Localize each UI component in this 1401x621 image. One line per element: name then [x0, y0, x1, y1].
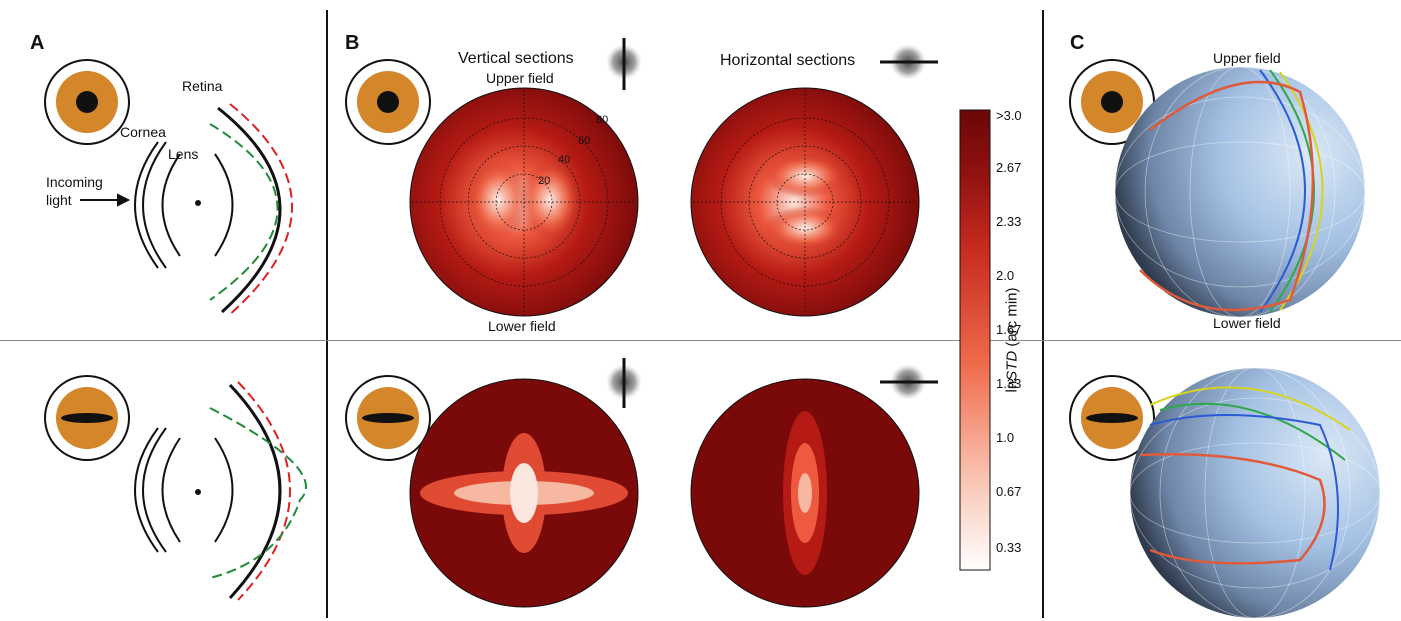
sphere-top [1114, 66, 1366, 318]
ecc-label-60: 60 [578, 135, 591, 147]
row-divider [0, 340, 1401, 341]
label-lens: Lens [168, 146, 199, 162]
eye-icon-slit-pupil-b-bottom [345, 375, 431, 461]
colorbar-tick-1: 2.67 [996, 160, 1022, 175]
eye-icon-round-pupil-b-top [345, 59, 431, 145]
colorbar-tick-4: 1.67 [996, 322, 1022, 337]
eye-icon-slit-pupil-a-bottom [44, 375, 130, 461]
colorbar-tick-8: 0.33 [996, 540, 1022, 555]
label-upper-field-c: Upper field [1213, 50, 1281, 66]
label-retina: Retina [182, 78, 223, 94]
panel-label-b: B [345, 32, 360, 54]
heatmap-vertical-top [409, 87, 639, 317]
label-lower-field-c: Lower field [1213, 315, 1281, 331]
colorbar-title-suffix: (arc min) [1003, 287, 1021, 351]
colorbar-tick-0: >3.0 [996, 108, 1022, 123]
colorbar-tick-7: 0.67 [996, 484, 1022, 499]
panel-label-a: A [30, 32, 45, 54]
colorbar-title-prefix: ln [1003, 380, 1021, 393]
label-lower-field-b: Lower field [488, 318, 556, 334]
label-light: light [46, 192, 72, 208]
colorbar [959, 109, 991, 571]
colorbar-tick-2: 2.33 [996, 214, 1022, 229]
eye-optics-diagram-bottom [134, 381, 307, 601]
divider-left [326, 10, 328, 618]
eye-icon-slit-pupil-c-bottom [1069, 375, 1155, 461]
eye-optics-diagram-top [80, 103, 293, 317]
eye-icon-round-pupil-a-top [44, 59, 130, 145]
sphere-bottom [1129, 367, 1381, 619]
heatmap-vertical-bottom [409, 378, 639, 608]
label-horizontal-sections: Horizontal sections [720, 52, 856, 69]
blur-icon-vertical-top [606, 38, 642, 90]
label-upper-field-b: Upper field [486, 70, 554, 86]
ecc-label-40: 40 [558, 154, 571, 166]
divider-right [1042, 10, 1044, 618]
colorbar-tick-5: 1.33 [996, 376, 1022, 391]
blur-icon-horizontal-top [880, 44, 938, 80]
colorbar-title: lnSTD (arc min) [1004, 287, 1021, 392]
colorbar-title-italic: STD [1003, 350, 1021, 381]
panel-label-c: C [1070, 32, 1085, 54]
blur-icon-vertical-bottom [606, 358, 642, 408]
heatmap-horizontal-top [690, 87, 920, 317]
colorbar-tick-6: 1.0 [996, 430, 1015, 445]
label-vertical-sections: Vertical sections [458, 50, 574, 67]
ecc-label-20: 20 [538, 175, 551, 187]
colorbar-tick-3: 2.0 [996, 268, 1015, 283]
eye-icon-round-pupil-c-top [1069, 59, 1155, 145]
label-cornea: Cornea [120, 124, 166, 140]
heatmap-horizontal-bottom [690, 378, 920, 608]
blur-icon-horizontal-bottom [880, 364, 938, 400]
label-incoming: Incoming [46, 174, 103, 190]
ecc-label-80: 80 [596, 114, 609, 126]
